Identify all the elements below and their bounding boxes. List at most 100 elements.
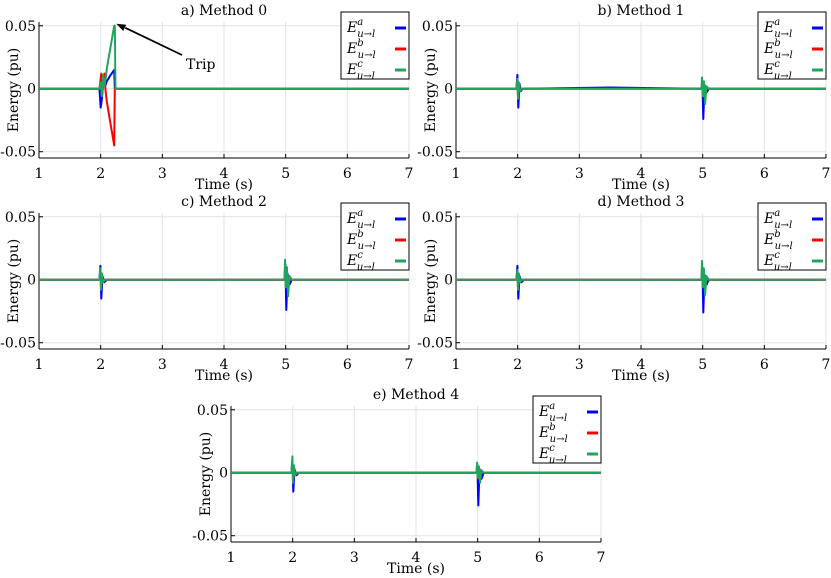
x-axis-label: Time (s) [612, 368, 670, 384]
x-tick-label: 5 [281, 166, 290, 182]
chart-title: b) Method 1 [598, 3, 685, 19]
chart-title: c) Method 2 [181, 194, 267, 210]
y-tick-label: 0.05 [422, 210, 453, 226]
y-tick-label: 0 [219, 466, 228, 482]
y-axis-label: Energy (pu) [198, 432, 214, 516]
x-tick-label: 4 [637, 357, 646, 373]
chart-title: e) Method 4 [373, 387, 459, 403]
y-tick-label: -0.05 [417, 145, 453, 161]
legend-label: Eb u→l [763, 38, 793, 61]
y-tick-label: -0.05 [192, 529, 228, 545]
legend-label: Eb u→l [346, 38, 376, 61]
y-tick-label: 0.05 [5, 210, 36, 226]
x-tick-label: 4 [412, 550, 421, 566]
y-tick-label: 0 [444, 273, 453, 289]
legend-label: Ec u→l [346, 250, 375, 273]
y-tick-label: 0.05 [422, 19, 453, 35]
y-tick-label: -0.05 [417, 336, 453, 352]
y-tick-label: 0.05 [197, 403, 228, 419]
legend-label: Ec u→l [346, 59, 375, 82]
y-axis-label: Energy (pu) [423, 239, 439, 323]
x-tick-label: 3 [575, 357, 584, 373]
y-tick-label: 0 [27, 273, 36, 289]
y-tick-label: 0 [27, 82, 36, 98]
legend-label: Ea u→l [763, 208, 792, 231]
x-tick-label: 6 [343, 357, 352, 373]
legend-label: Ec u→l [763, 59, 792, 82]
x-tick-label: 5 [281, 357, 290, 373]
x-tick-label: 5 [698, 166, 707, 182]
x-tick-label: 1 [35, 357, 44, 373]
legend-label: Ea u→l [346, 17, 375, 40]
x-tick-label: 3 [350, 550, 359, 566]
x-tick-label: 6 [535, 550, 544, 566]
x-tick-label: 6 [760, 357, 769, 373]
legend-box [340, 11, 410, 80]
y-axis-label: Energy (pu) [423, 48, 439, 132]
x-tick-label: 5 [473, 550, 482, 566]
x-tick-label: 3 [158, 357, 167, 373]
x-tick-label: 1 [452, 166, 461, 182]
series-line [456, 259, 826, 296]
legend-label: Eb u→l [538, 422, 568, 445]
legend-box [340, 202, 410, 271]
x-tick-label: 6 [760, 166, 769, 182]
x-tick-label: 1 [35, 166, 44, 182]
x-tick-label: 5 [698, 357, 707, 373]
annotation-arrow [124, 26, 183, 56]
x-tick-label: 7 [597, 550, 606, 566]
x-tick-label: 1 [452, 357, 461, 373]
chart-panel: 1 2 3 4 5 6 7 0.05 0 -0.05 Time (s) Energy (pu) b) M… [417, 3, 830, 193]
x-tick-label: 2 [513, 166, 522, 182]
y-tick-label: 0 [444, 82, 453, 98]
x-tick-label: 7 [822, 166, 831, 182]
y-axis-label: Energy (pu) [6, 239, 22, 323]
x-tick-label: 2 [513, 357, 522, 373]
y-tick-label: -0.05 [0, 145, 36, 161]
chart-panel: 1 2 3 4 5 6 7 0.05 0 -0.05 Time (s) Energy (pu) a) M… [0, 3, 413, 193]
annotation-label: Trip [186, 57, 216, 73]
chart-panel: 1 2 3 4 5 6 7 0.05 0 -0.05 Time (s) Energy (pu) e) M… [192, 387, 605, 577]
series-line [39, 24, 409, 98]
legend-label: Ea u→l [346, 208, 375, 231]
x-tick-label: 2 [96, 357, 105, 373]
series-line [456, 76, 826, 105]
x-axis-label: Time (s) [387, 561, 445, 577]
x-tick-label: 4 [220, 357, 229, 373]
x-tick-label: 7 [822, 357, 831, 373]
legend-box [757, 202, 827, 271]
series-line [39, 258, 409, 298]
x-tick-label: 4 [637, 166, 646, 182]
legend-label: Ec u→l [538, 443, 567, 466]
x-tick-label: 4 [220, 166, 229, 182]
y-tick-label: 0.05 [5, 19, 36, 35]
x-axis-label: Time (s) [195, 177, 253, 193]
series-line [231, 455, 601, 484]
legend-label: Ec u→l [763, 250, 792, 273]
x-tick-label: 3 [158, 166, 167, 182]
legend-label: Ea u→l [763, 17, 792, 40]
x-tick-label: 7 [405, 166, 414, 182]
legend-label: Eb u→l [346, 229, 376, 252]
y-tick-label: -0.05 [0, 336, 36, 352]
chart-panel: 1 2 3 4 5 6 7 0.05 0 -0.05 Time (s) Energy (pu) d) M… [417, 194, 830, 384]
y-axis-label: Energy (pu) [6, 48, 22, 132]
x-tick-label: 2 [96, 166, 105, 182]
x-tick-label: 7 [405, 357, 414, 373]
legend-label: Eb u→l [763, 229, 793, 252]
legend-box [532, 395, 602, 464]
chart-title: a) Method 0 [181, 3, 267, 19]
x-tick-label: 6 [343, 166, 352, 182]
x-tick-label: 2 [288, 550, 297, 566]
annotation-arrowhead [116, 23, 127, 31]
x-axis-label: Time (s) [195, 368, 253, 384]
chart-panel: 1 2 3 4 5 6 7 0.05 0 -0.05 Time (s) Energy (pu) c) M… [0, 194, 413, 384]
x-tick-label: 1 [227, 550, 236, 566]
chart-title: d) Method 3 [598, 194, 685, 210]
legend-box [757, 11, 827, 80]
series-line [39, 72, 409, 147]
x-axis-label: Time (s) [612, 177, 670, 193]
legend-label: Ea u→l [538, 401, 567, 424]
x-tick-label: 3 [575, 166, 584, 182]
